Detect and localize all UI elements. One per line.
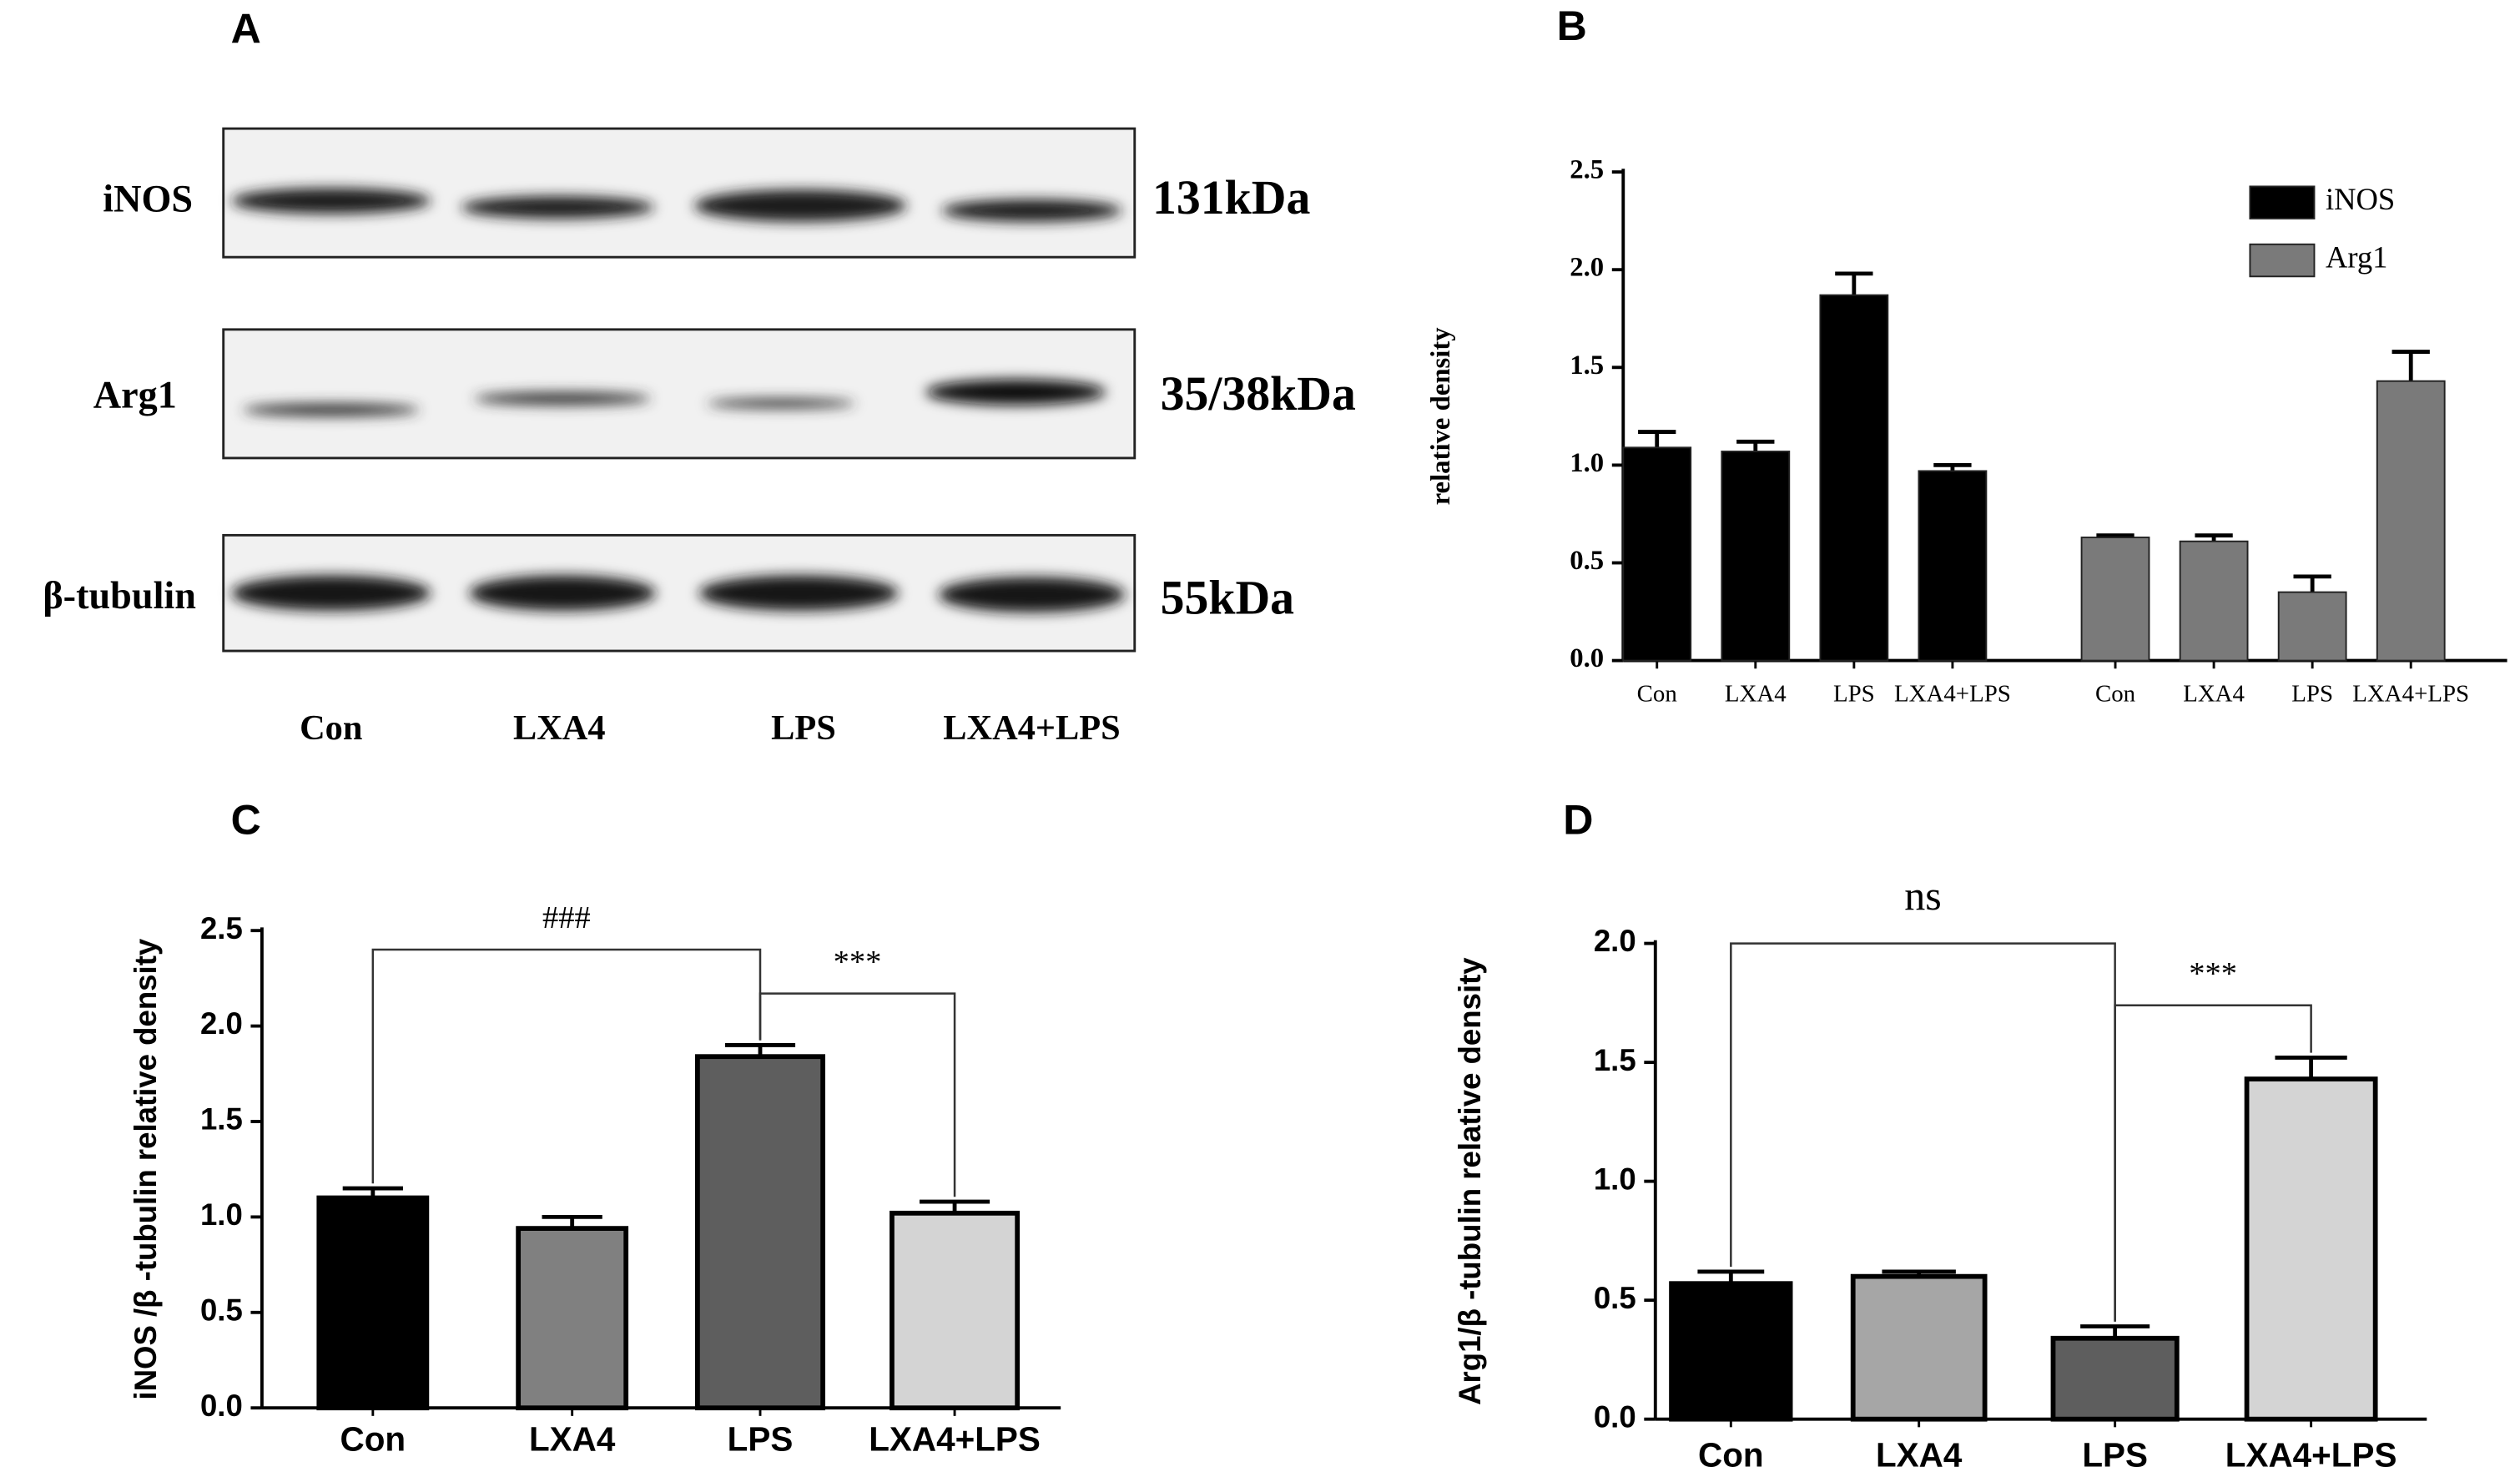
- x-tick-label: LXA4+LPS: [2225, 1436, 2397, 1474]
- legend-label: Arg1: [2326, 239, 2388, 274]
- size-label: 131kDa: [1152, 172, 1310, 224]
- significance-label: ***: [834, 945, 882, 980]
- significance-label: ***: [2189, 956, 2237, 991]
- panel-label: C: [231, 796, 261, 843]
- y-tick-label: 1.5: [1570, 350, 1604, 381]
- lane-label: LXA4: [513, 708, 606, 748]
- blot-strip: [222, 328, 1137, 460]
- row-label: iNOS: [103, 177, 193, 219]
- bar: [2244, 1076, 2378, 1422]
- x-tick-label: Con: [1637, 681, 1677, 708]
- x-tick-label: Con: [1698, 1436, 1764, 1474]
- y-tick-label: 1.5: [200, 1102, 243, 1137]
- bar: [2050, 1335, 2180, 1422]
- bar: [1819, 294, 1889, 662]
- y-tick-label: 0.5: [1594, 1281, 1636, 1315]
- y-tick-label: 1.0: [200, 1197, 243, 1232]
- x-tick-label: LPS: [2291, 681, 2333, 708]
- bar: [2179, 540, 2249, 662]
- bar: [1850, 1273, 1988, 1422]
- blot-strip: [222, 533, 1137, 653]
- y-axis-label: relative density: [1426, 327, 1456, 506]
- x-tick-label: LXA4+LPS: [2352, 681, 2469, 708]
- x-tick-label: Con: [2095, 681, 2135, 708]
- legend-swatch: [2249, 243, 2316, 278]
- legend-label: iNOS: [2326, 182, 2395, 216]
- lane-label: LXA4+LPS: [943, 708, 1120, 748]
- y-tick-label: 1.0: [1570, 448, 1604, 478]
- y-tick-label: 2.5: [1570, 155, 1604, 185]
- significance-bracket: [2114, 1004, 2312, 1322]
- x-tick-label: LXA4+LPS: [1894, 681, 2011, 708]
- size-label: 55kDa: [1161, 572, 1295, 625]
- y-tick-label: 0.0: [1570, 643, 1604, 673]
- lane-label: LPS: [771, 708, 836, 748]
- y-tick-label: 2.0: [200, 1006, 243, 1041]
- row-label: Arg1: [93, 373, 177, 416]
- y-axis-label: iNOS /β -tubulin relative density: [129, 938, 163, 1399]
- panel-label: B: [1557, 3, 1587, 49]
- bar: [316, 1195, 430, 1411]
- x-tick-label: LPS: [1833, 681, 1875, 708]
- y-tick-label: 0.5: [1570, 546, 1604, 576]
- lane-label: Con: [300, 708, 362, 748]
- significance-bracket: [1730, 942, 2116, 1322]
- significance-bracket: [759, 992, 956, 1197]
- y-tick-label: 1.5: [1594, 1043, 1636, 1077]
- y-tick-label: 0.0: [1594, 1399, 1636, 1434]
- row-label: β-tubulin: [43, 574, 196, 617]
- blot-strip: [222, 127, 1137, 259]
- bar: [1622, 446, 1692, 662]
- significance-label: ###: [542, 900, 591, 935]
- x-tick-label: LXA4: [1876, 1436, 1963, 1474]
- y-tick-label: 1.0: [1594, 1162, 1636, 1196]
- bar: [1721, 451, 1791, 662]
- x-tick-label: LXA4: [529, 1419, 616, 1458]
- y-tick-label: 0.0: [200, 1389, 243, 1423]
- bar: [2277, 591, 2347, 662]
- size-label: 35/38kDa: [1161, 368, 1356, 421]
- x-tick-label: LPS: [728, 1419, 794, 1458]
- y-tick-label: 0.5: [200, 1293, 243, 1327]
- x-tick-label: LXA4: [2183, 681, 2245, 708]
- y-tick-label: 2.0: [1570, 253, 1604, 283]
- legend-swatch: [2249, 185, 2316, 219]
- bar: [2376, 380, 2446, 662]
- significance-label: ns: [1904, 872, 1942, 919]
- x-tick-label: Con: [340, 1419, 406, 1458]
- y-tick-label: 2.5: [200, 911, 243, 945]
- bar: [1918, 470, 1988, 662]
- bar: [2080, 537, 2150, 662]
- bar: [516, 1226, 629, 1411]
- x-tick-label: LXA4: [1725, 681, 1787, 708]
- x-tick-label: LPS: [2082, 1436, 2148, 1474]
- y-tick-label: 2.0: [1594, 924, 1636, 958]
- bar: [695, 1054, 826, 1411]
- y-axis-label: Arg1/β -tubulin relative density: [1453, 957, 1487, 1405]
- panel-label: A: [231, 6, 261, 53]
- bar: [890, 1210, 1021, 1411]
- panel-label: D: [1563, 796, 1593, 843]
- x-tick-label: LXA4+LPS: [869, 1419, 1041, 1458]
- bar: [1669, 1281, 1793, 1422]
